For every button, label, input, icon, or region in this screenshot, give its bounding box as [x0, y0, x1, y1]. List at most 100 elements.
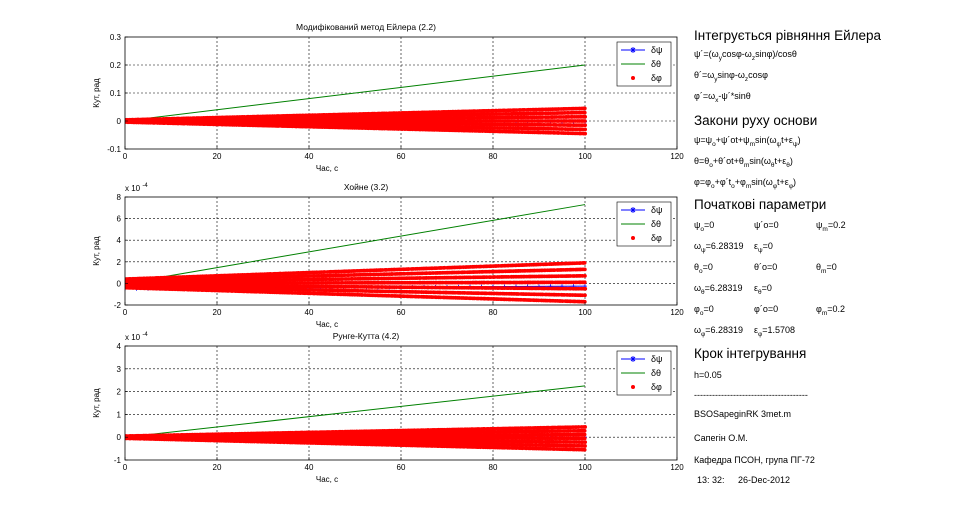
theta-series-line	[125, 64, 586, 122]
phi-point	[464, 430, 469, 435]
phi-point	[468, 275, 473, 280]
phi-point	[480, 129, 485, 133]
y-exponent-label: x 10 -4	[125, 183, 148, 193]
phi-point	[322, 270, 327, 274]
dot-icon	[631, 236, 635, 240]
theta-series-line	[125, 385, 586, 438]
phi-point	[568, 123, 573, 127]
phi-point	[583, 131, 588, 136]
x-tick-label: 80	[489, 308, 498, 317]
x-tick-label: 120	[670, 152, 684, 161]
phi-point	[406, 267, 411, 271]
legend-label: δψ	[651, 205, 662, 215]
phi-point	[308, 291, 313, 296]
y-axis-label: Кут, рад	[92, 236, 101, 266]
phi-point	[516, 126, 521, 131]
phi-point	[236, 281, 241, 286]
legend-label: δψ	[651, 45, 662, 55]
x-tick-label: 120	[670, 308, 684, 317]
y-tick-label: 0	[117, 279, 122, 288]
star-icon	[630, 207, 636, 213]
phi-point	[540, 115, 545, 120]
phi-point	[412, 428, 417, 433]
phi-point	[583, 286, 588, 291]
x-tick-label: 80	[489, 152, 498, 161]
dot-icon	[631, 76, 635, 80]
y-tick-label: 0	[117, 117, 122, 126]
legend-label: δθ	[651, 219, 661, 229]
phi-point	[302, 281, 307, 285]
phi-point	[402, 271, 407, 276]
legend: δψ δθ δφ	[616, 201, 672, 247]
phi-point	[583, 114, 588, 119]
x-tick-label: 60	[397, 152, 406, 161]
phi-point	[470, 439, 475, 443]
phi-point	[484, 291, 489, 296]
phi-point	[556, 131, 561, 135]
phi-point	[492, 275, 497, 279]
y-tick-label: 4	[117, 236, 122, 245]
phi-point	[460, 280, 465, 285]
y-tick-label: -0.1	[107, 145, 121, 154]
chart-title: Хойне (3.2)	[344, 182, 388, 192]
phi-point	[582, 119, 587, 123]
phi-point	[436, 110, 441, 114]
phi-point	[582, 280, 587, 285]
phi-point	[478, 433, 483, 437]
phi-point	[494, 442, 499, 447]
phi-point	[448, 112, 453, 117]
x-tick-label: 20	[213, 308, 222, 317]
phi-point	[456, 119, 461, 123]
y-tick-label: 0.3	[110, 33, 122, 42]
phi-point	[324, 277, 329, 282]
chart-title: Модифікований метод Ейлера (2.2)	[296, 22, 436, 32]
phi-point	[546, 425, 551, 430]
phi-point	[520, 446, 525, 451]
phi-point	[583, 273, 587, 278]
phi-point	[506, 274, 511, 279]
phi-point	[426, 285, 431, 290]
y-tick-label: 0.2	[110, 61, 122, 70]
phi-point	[462, 270, 467, 275]
phi-point	[248, 278, 253, 283]
y-tick-label: 8	[117, 193, 122, 202]
x-tick-label: 100	[578, 308, 592, 317]
x-axis-label: Час, с	[316, 320, 338, 329]
phi-point	[582, 267, 587, 272]
phi-point	[583, 127, 588, 132]
phi-point	[270, 278, 275, 282]
x-axis-label: Час, с	[316, 164, 338, 173]
phi-point	[582, 106, 587, 111]
legend-label: δφ	[651, 233, 662, 243]
star-icon	[630, 47, 636, 53]
x-tick-label: 40	[305, 308, 314, 317]
phi-point	[582, 299, 587, 304]
phi-point	[548, 123, 553, 127]
y-axis-label: Кут, рад	[92, 78, 101, 108]
y-tick-label: 0.1	[110, 89, 122, 98]
phi-point	[583, 123, 587, 128]
legend-label: δφ	[651, 73, 662, 83]
x-tick-label: 60	[397, 308, 406, 317]
x-tick-label: 0	[123, 152, 128, 161]
phi-point	[583, 293, 587, 298]
theta-series-line	[125, 204, 586, 284]
phi-point	[402, 116, 407, 121]
phi-point	[440, 122, 445, 126]
phi-point	[540, 439, 545, 444]
y-tick-label: -2	[114, 301, 122, 310]
phi-point	[434, 116, 439, 120]
phi-point	[472, 115, 477, 120]
phi-point	[560, 299, 565, 303]
phi-point	[394, 285, 399, 290]
x-tick-label: 0	[123, 308, 128, 317]
phi-point	[462, 115, 467, 120]
phi-point	[376, 276, 381, 281]
phi-point	[432, 122, 437, 126]
x-tick-label: 40	[305, 152, 314, 161]
x-tick-label: 20	[213, 152, 222, 161]
